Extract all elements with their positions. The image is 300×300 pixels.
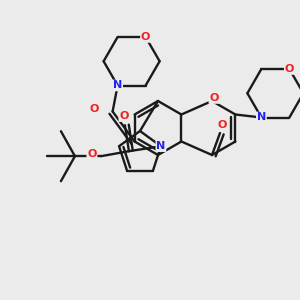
- Text: N: N: [257, 112, 266, 122]
- Text: O: O: [141, 32, 150, 42]
- Text: O: O: [119, 111, 129, 121]
- Text: N: N: [113, 80, 122, 91]
- Text: O: O: [217, 120, 227, 130]
- Text: O: O: [87, 149, 97, 159]
- Text: N: N: [156, 141, 166, 151]
- Text: O: O: [90, 104, 99, 115]
- Text: O: O: [209, 93, 219, 103]
- Text: O: O: [285, 64, 294, 74]
